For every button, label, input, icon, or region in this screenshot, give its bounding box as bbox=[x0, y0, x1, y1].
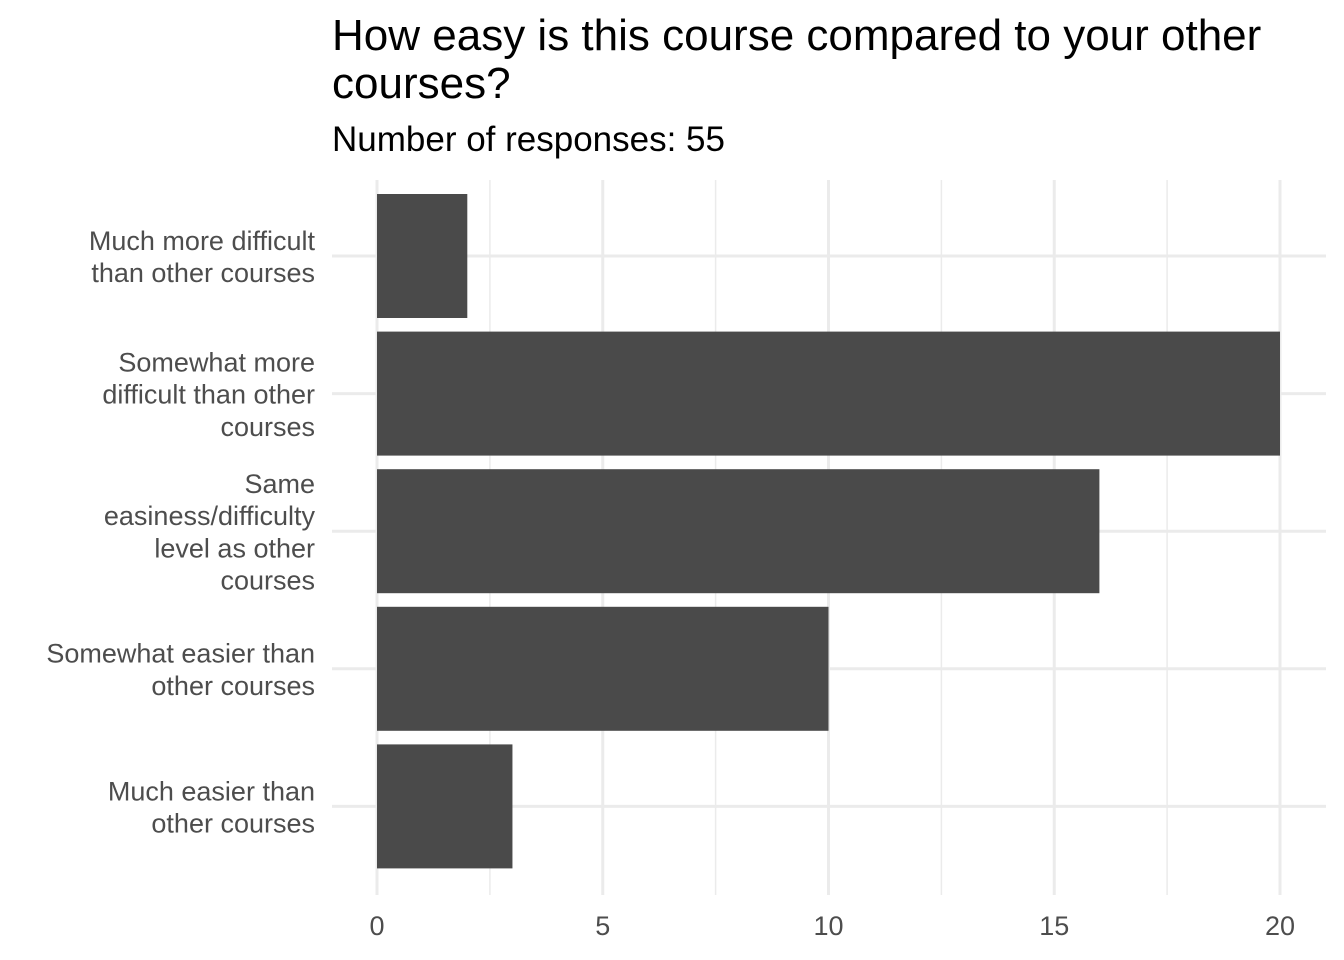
category-label: Same easiness/difficulty level as other cou… bbox=[104, 469, 316, 596]
bar bbox=[377, 331, 1280, 456]
chart-subtitle: Number of responses: 55 bbox=[332, 120, 725, 159]
category-label: Somewhat easier than other courses bbox=[46, 639, 315, 701]
x-tick-label: 5 bbox=[595, 911, 610, 941]
bar bbox=[377, 744, 513, 869]
bar bbox=[377, 469, 1100, 594]
x-tick-label: 20 bbox=[1265, 911, 1295, 941]
bars bbox=[377, 194, 1280, 869]
x-tick-labels: 0 5 10 15 20 bbox=[369, 911, 1295, 941]
x-tick-label: 0 bbox=[369, 911, 384, 941]
bar bbox=[377, 194, 468, 318]
category-label: Much more difficult than other courses bbox=[89, 226, 316, 288]
category-label: Much easier than other courses bbox=[108, 776, 315, 838]
x-tick-label: 10 bbox=[813, 911, 843, 941]
category-labels: Much more difficult than other courses Som… bbox=[46, 226, 315, 839]
bar bbox=[377, 606, 829, 731]
category-label: Somewhat more difficult than other courses bbox=[102, 347, 315, 442]
x-tick-label: 15 bbox=[1039, 911, 1069, 941]
chart-title: How easy is this course compared to your… bbox=[332, 11, 1262, 108]
